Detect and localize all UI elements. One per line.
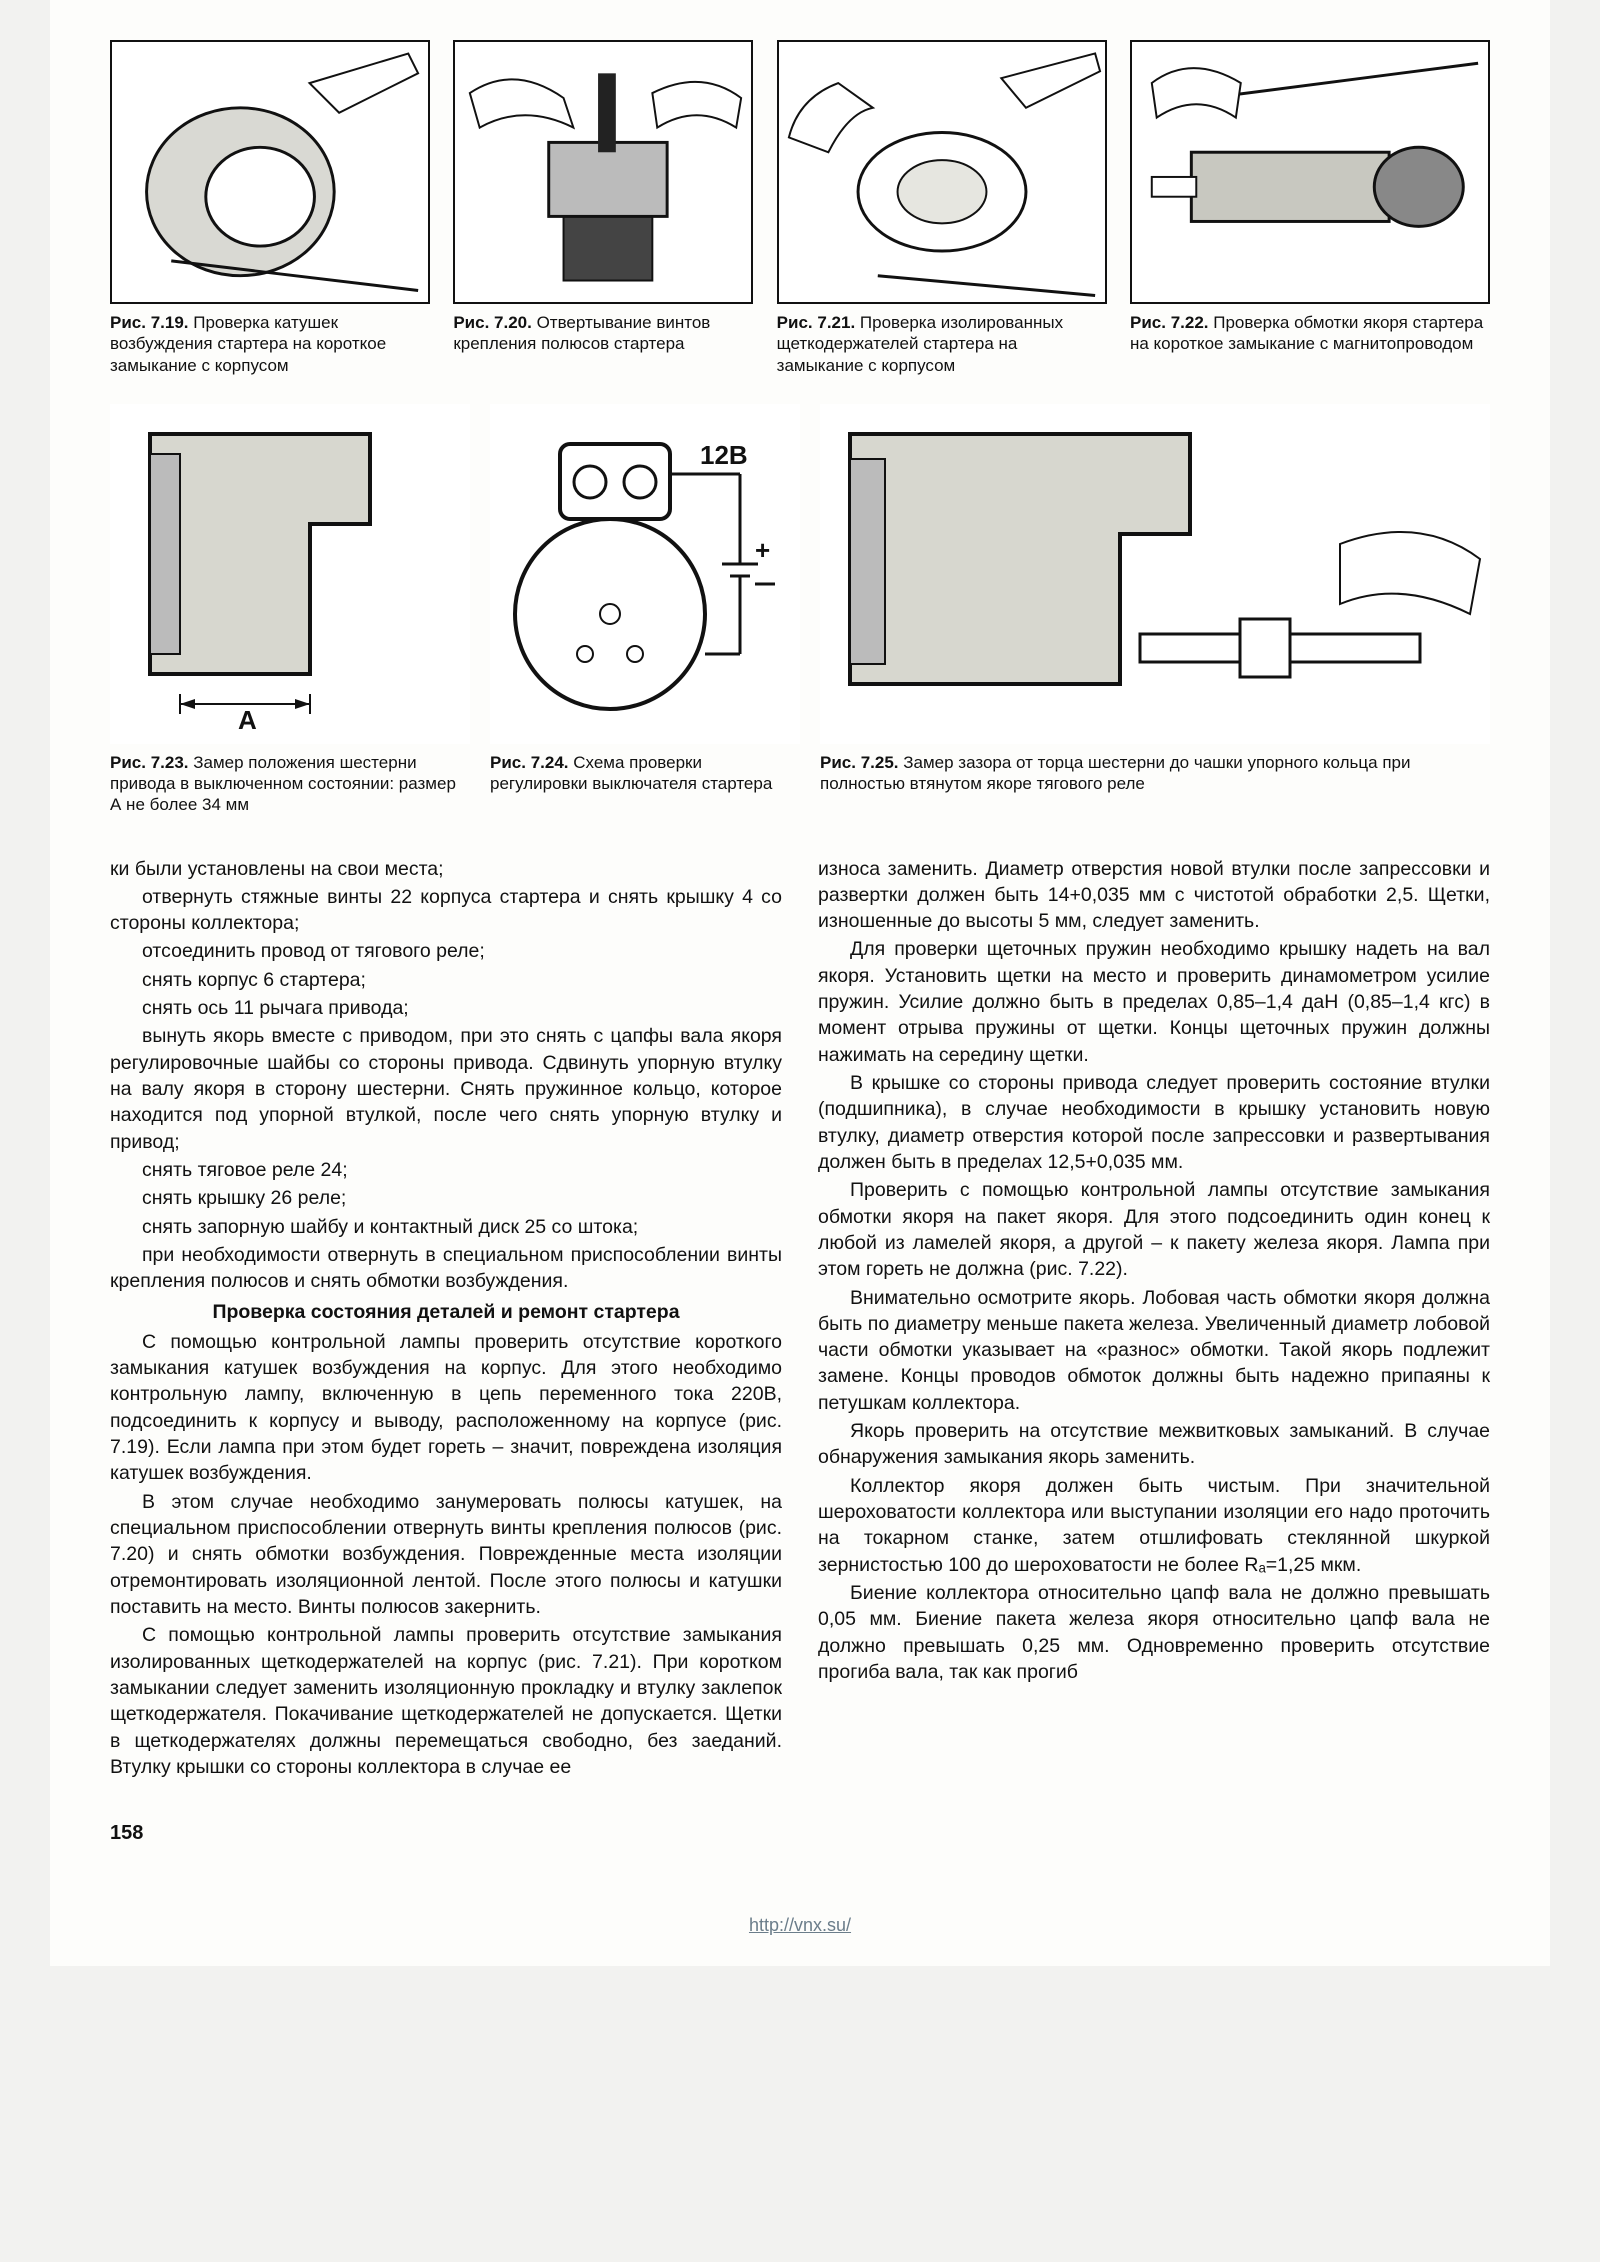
figure-7-19-image [110, 40, 430, 304]
figure-7-24: 12В + Рис. 7.24. Схема проверки регулиро… [490, 404, 800, 816]
body-columns: ки были установлены на свои места;отверн… [110, 856, 1490, 1783]
body-paragraph: Якорь проверить на отсутствие межвитковы… [818, 1418, 1490, 1471]
figure-7-19: Рис. 7.19. Проверка катушек возбуждения … [110, 40, 430, 376]
body-paragraph: снять тяговое реле 24; [110, 1157, 782, 1183]
body-paragraph: при необходимости отвернуть в специально… [110, 1242, 782, 1295]
page: Рис. 7.19. Проверка катушек возбуждения … [50, 0, 1550, 1966]
body-paragraph: В крышке со стороны привода следует пров… [818, 1070, 1490, 1175]
figure-7-20: Рис. 7.20. Отвертывание винтов крепления… [453, 40, 753, 376]
figure-7-22: Рис. 7.22. Проверка обмотки якоря старте… [1130, 40, 1490, 376]
figure-7-19-caption: Рис. 7.19. Проверка катушек возбуждения … [110, 312, 430, 376]
figure-7-25: Рис. 7.25. Замер зазора от торца шестерн… [820, 404, 1490, 816]
figure-7-20-image [453, 40, 753, 304]
body-paragraph: Проверка состояния деталей и ремонт стар… [110, 1299, 782, 1325]
svg-text:+: + [755, 535, 770, 565]
body-paragraph: износа заменить. Диаметр отверстия новой… [818, 856, 1490, 935]
source-link[interactable]: http://vnx.su/ [110, 1915, 1490, 1936]
figure-row-2: A Рис. 7.23. Замер положения шестерни пр… [110, 404, 1490, 816]
body-paragraph: снять ось 11 рычага привода; [110, 995, 782, 1021]
figure-7-24-caption: Рис. 7.24. Схема проверки регулировки вы… [490, 752, 800, 795]
svg-text:A: A [238, 705, 257, 735]
body-paragraph: отвернуть стяжные винты 22 корпуса старт… [110, 884, 782, 937]
figure-7-22-image [1130, 40, 1490, 304]
body-paragraph: Проверить с помощью контрольной лампы от… [818, 1177, 1490, 1282]
figure-7-23-image: A [110, 404, 470, 744]
body-paragraph: Коллектор якоря должен быть чистым. При … [818, 1473, 1490, 1578]
figure-7-21-image [777, 40, 1107, 304]
figure-7-21: Рис. 7.21. Проверка изолированных щеткод… [777, 40, 1107, 376]
body-paragraph: Биение коллектора относительно цапф вала… [818, 1580, 1490, 1685]
figure-7-25-caption: Рис. 7.25. Замер зазора от торца шестерн… [820, 752, 1490, 795]
body-paragraph: вынуть якорь вместе с приводом, при это … [110, 1023, 782, 1155]
figure-7-24-image: 12В + [490, 404, 800, 744]
svg-text:12В: 12В [700, 440, 748, 470]
page-number: 158 [110, 1822, 1490, 1845]
body-paragraph: Внимательно осмотрите якорь. Лобовая час… [818, 1285, 1490, 1417]
body-paragraph: В этом случае необходимо занумеровать по… [110, 1489, 782, 1621]
body-paragraph: снять крышку 26 реле; [110, 1185, 782, 1211]
figure-7-21-caption: Рис. 7.21. Проверка изолированных щеткод… [777, 312, 1107, 376]
body-paragraph: Для проверки щеточных пружин необходимо … [818, 936, 1490, 1068]
figure-7-22-caption: Рис. 7.22. Проверка обмотки якоря старте… [1130, 312, 1490, 355]
figure-row-1: Рис. 7.19. Проверка катушек возбуждения … [110, 40, 1490, 376]
column-right: износа заменить. Диаметр отверстия новой… [818, 856, 1490, 1783]
column-left: ки были установлены на свои места;отверн… [110, 856, 782, 1783]
figure-7-25-image [820, 404, 1490, 744]
body-paragraph: ки были установлены на свои места; [110, 856, 782, 882]
figure-7-23-caption: Рис. 7.23. Замер положения шестерни прив… [110, 752, 470, 816]
body-paragraph: С помощью контрольной лампы проверить от… [110, 1329, 782, 1487]
figure-7-20-caption: Рис. 7.20. Отвертывание винтов крепления… [453, 312, 753, 355]
body-paragraph: С помощью контрольной лампы проверить от… [110, 1622, 782, 1780]
body-paragraph: снять корпус 6 стартера; [110, 967, 782, 993]
body-paragraph: снять запорную шайбу и контактный диск 2… [110, 1214, 782, 1240]
body-paragraph: отсоединить провод от тягового реле; [110, 938, 782, 964]
figure-7-23: A Рис. 7.23. Замер положения шестерни пр… [110, 404, 470, 816]
